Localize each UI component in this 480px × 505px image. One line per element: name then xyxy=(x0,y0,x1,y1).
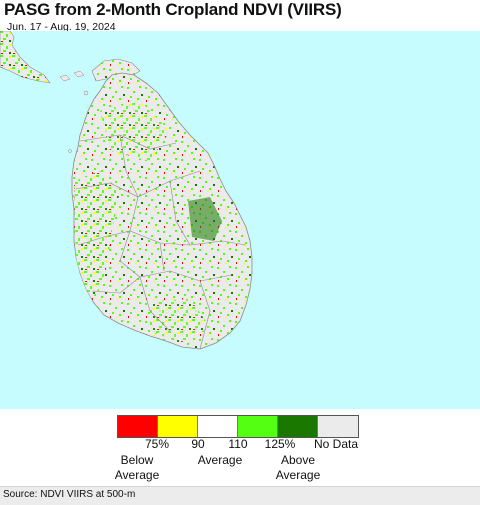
coastal-islet xyxy=(68,149,72,153)
legend-swatch-below-75 xyxy=(118,416,158,437)
legend-category-above-average: Above Average xyxy=(275,453,321,482)
district-boundary-line xyxy=(91,276,171,332)
footer: Source: NDVI VIIRS at 500-m xyxy=(0,486,480,505)
legend-tick-90: 90 xyxy=(191,437,205,451)
legend-tick-no-data: No Data xyxy=(313,437,359,451)
coastal-islet xyxy=(83,90,89,96)
map-panel xyxy=(0,31,480,409)
legend-category-average: Average xyxy=(197,453,243,467)
legend-category-below-average: Below Average xyxy=(114,453,160,482)
legend-swatch-75-90 xyxy=(158,416,198,437)
vegetation-anomaly-areas xyxy=(74,101,247,349)
northern-green-belt xyxy=(100,101,170,161)
legend-swatch-above-125 xyxy=(278,416,318,437)
district-boundaries xyxy=(75,134,247,349)
district-boundary-line xyxy=(77,230,191,246)
mainland-india-landmass xyxy=(0,31,51,84)
district-boundary-line xyxy=(159,242,165,272)
western-green-belt xyxy=(74,171,120,301)
legend-swatch-110-125 xyxy=(238,416,278,437)
district-boundary-line xyxy=(199,280,211,349)
legend-color-bar xyxy=(117,415,359,438)
district-boundary-line xyxy=(119,260,233,282)
district-boundary-line xyxy=(119,134,139,262)
sri-lanka-map xyxy=(0,31,253,350)
district-boundary-line xyxy=(79,134,177,150)
source-credit: Source: NDVI VIIRS at 500-m xyxy=(3,489,136,500)
adams-bridge-islands xyxy=(59,70,85,82)
legend: 75% 90 110 125% No Data Below Average Ave… xyxy=(0,409,480,487)
legend-swatch-no-data xyxy=(318,416,358,437)
eastern-above-average-patch xyxy=(188,197,222,241)
south-green-patch xyxy=(150,299,210,343)
legend-tick-75: 75% xyxy=(144,437,170,451)
map-title: PASG from 2-Month Cropland NDVI (VIIRS) xyxy=(4,0,342,19)
legend-tick-125: 125% xyxy=(264,437,296,451)
legend-tick-110: 110 xyxy=(228,437,248,451)
map-date-range: Jun. 17 - Aug. 19, 2024 xyxy=(7,21,116,33)
legend-swatch-90-110 xyxy=(198,416,238,437)
